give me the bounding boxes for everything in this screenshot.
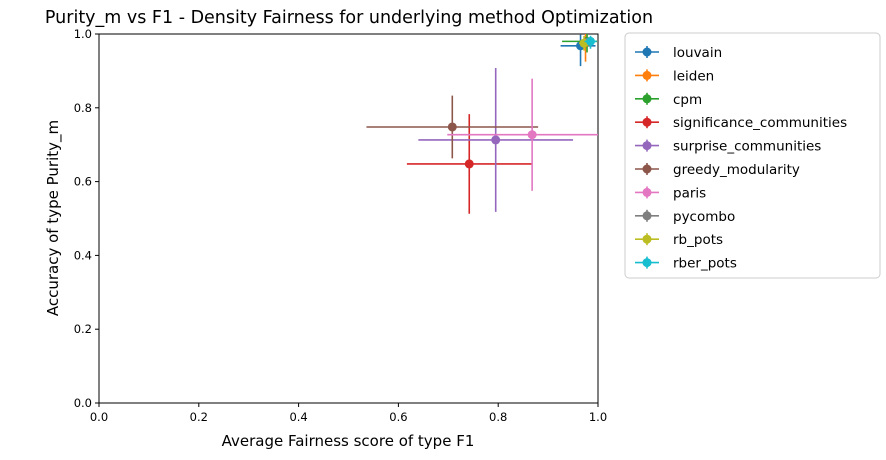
legend-entry-rber-pots: rber_pots (635, 256, 737, 272)
legend-entry-paris: paris (635, 185, 706, 201)
legend-entry-leiden: leiden (635, 68, 714, 84)
data-point (447, 122, 457, 132)
x-tick-label: 0.2 (190, 410, 208, 424)
legend-label: greedy_modularity (673, 162, 800, 178)
legend-label: louvain (673, 45, 722, 61)
series-surprise-communities (418, 67, 574, 212)
legend-marker-dot (642, 94, 652, 104)
x-tick-label: 0.4 (289, 410, 307, 424)
legend-marker-dot (642, 258, 652, 268)
legend-entry-surprise-communities: surprise_communities (635, 139, 821, 155)
x-axis-label: Average Fairness score of type F1 (222, 432, 475, 450)
y-axis-label: Accuracy of type Purity_m (44, 120, 63, 316)
series-rber-pots (584, 35, 597, 49)
legend-label: cpm (673, 92, 702, 108)
data-point (527, 130, 537, 140)
y-tick-label: 0.4 (74, 248, 92, 262)
data-point (586, 36, 596, 46)
x-tick-label: 0.0 (90, 410, 108, 424)
legend-label: leiden (673, 68, 714, 84)
legend-label: rb_pots (673, 232, 723, 248)
y-tick-label: 0.0 (74, 396, 92, 410)
y-tick-label: 0.6 (74, 175, 92, 189)
series-significance-communities (406, 114, 532, 214)
x-axis-ticks: 0.0 0.2 0.4 0.6 0.8 1.0 (90, 403, 607, 424)
legend-entry-louvain: louvain (635, 45, 722, 61)
legend-marker-dot (642, 211, 652, 221)
legend-frame (624, 32, 881, 279)
x-tick-label: 1.0 (589, 410, 607, 424)
data-marks (366, 34, 598, 214)
legend-label: surprise_communities (673, 139, 821, 155)
legend-marker-dot (642, 70, 652, 80)
legend-entry-pycombo: pycombo (635, 209, 735, 225)
y-tick-label: 0.8 (74, 101, 92, 115)
plot-area (98, 33, 599, 404)
y-axis-ticks: 0.0 0.2 0.4 0.6 0.8 1.0 (74, 27, 99, 410)
legend-entry-cpm: cpm (635, 92, 702, 108)
plot-frame (98, 33, 599, 404)
legend-entry-rb-pots: rb_pots (635, 232, 723, 248)
y-tick-label: 1.0 (74, 27, 92, 41)
legend: louvain leiden cpm significance_communities… (624, 32, 881, 279)
legend-label: significance_communities (673, 115, 847, 131)
legend-marker-dot (642, 164, 652, 174)
legend-marker-dot (642, 234, 652, 244)
legend-marker-dot (642, 187, 652, 197)
legend-entry-significance-communities: significance_communities (635, 115, 847, 131)
legend-marker-dot (642, 117, 652, 127)
chart-title: Purity_m vs F1 - Density Fairness for un… (45, 8, 653, 28)
legend-label: paris (673, 185, 706, 201)
legend-marker-dot (642, 141, 652, 151)
legend-label: pycombo (673, 209, 735, 225)
data-point (464, 159, 474, 169)
legend-label: rber_pots (673, 256, 737, 272)
legend-entry-greedy-modularity: greedy_modularity (635, 162, 800, 178)
x-tick-label: 0.8 (489, 410, 507, 424)
y-tick-label: 0.2 (74, 322, 92, 336)
legend-marker-dot (642, 47, 652, 57)
x-tick-label: 0.6 (389, 410, 407, 424)
data-point (491, 135, 501, 145)
series-greedy-modularity (366, 95, 539, 159)
series-paris (447, 78, 598, 191)
